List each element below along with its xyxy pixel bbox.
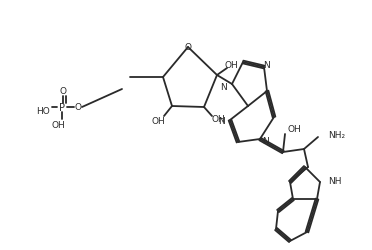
Text: OH: OH [151,116,165,125]
Text: HO: HO [36,107,50,116]
Text: OH: OH [224,61,238,70]
Text: N: N [263,60,269,69]
Text: NH: NH [328,176,341,185]
Text: NH₂: NH₂ [328,131,345,140]
Text: OH: OH [288,124,302,133]
Text: P: P [59,102,65,113]
Text: O: O [60,87,67,96]
Text: N: N [220,82,227,91]
Text: O: O [74,103,81,112]
Text: N: N [262,137,269,146]
Text: OH: OH [211,115,225,124]
Text: O: O [185,43,192,52]
Text: N: N [218,116,225,125]
Text: OH: OH [51,121,65,130]
